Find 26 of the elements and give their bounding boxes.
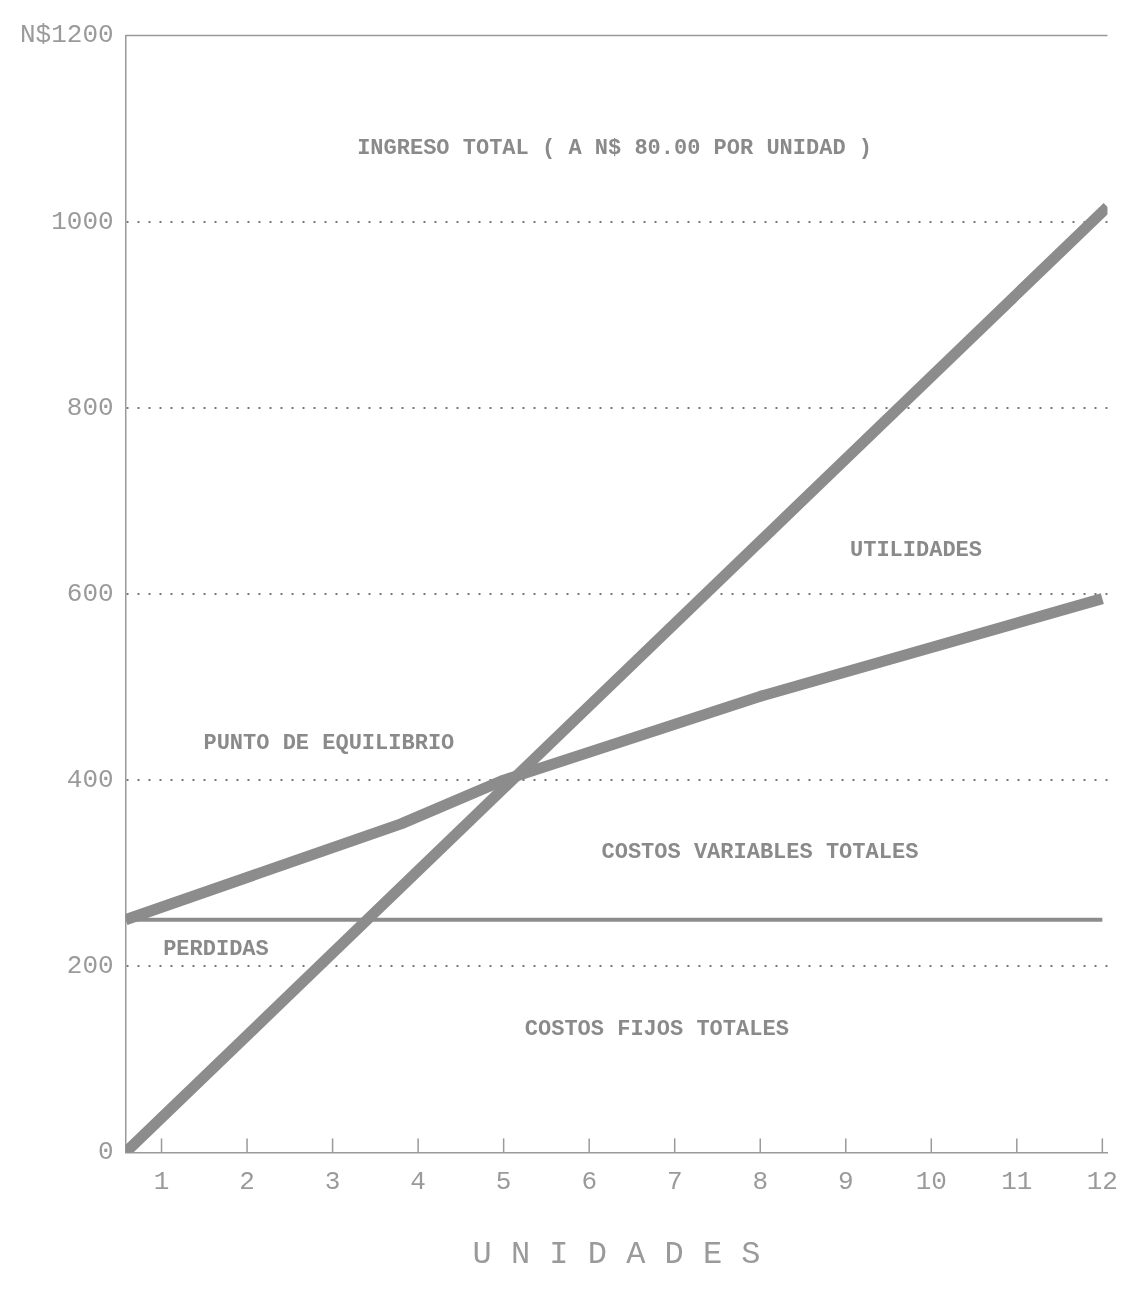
- y-tick-label: 200: [66, 951, 114, 982]
- annotation: PERDIDAS: [163, 936, 269, 962]
- annotation: COSTOS VARIABLES TOTALES: [601, 839, 919, 865]
- annotation: INGRESO TOTAL ( A N$ 80.00 POR UNIDAD ): [357, 135, 873, 161]
- y-tick-label: N$1200: [19, 20, 114, 51]
- x-tick-label: 11: [1001, 1166, 1033, 1197]
- x-tick-label: 2: [239, 1166, 255, 1197]
- x-tick-label: 1: [153, 1166, 170, 1197]
- x-tick-label: 5: [495, 1166, 512, 1197]
- annotation: COSTOS FIJOS TOTALES: [524, 1017, 789, 1043]
- x-tick-label: 6: [581, 1166, 597, 1197]
- x-tick-label: 8: [752, 1166, 769, 1197]
- y-tick-label: 400: [66, 765, 114, 796]
- y-tick-label: 0: [98, 1137, 114, 1168]
- x-axis-title: U N I D A D E S: [472, 1236, 761, 1274]
- annotation: UTILIDADES: [850, 537, 983, 563]
- x-tick-label: 12: [1086, 1166, 1118, 1197]
- x-tick-label: 9: [837, 1166, 854, 1197]
- x-tick-label: 3: [324, 1166, 341, 1197]
- annotation: PUNTO DE EQUILIBRIO: [203, 731, 455, 757]
- x-tick-label: 4: [410, 1166, 426, 1197]
- y-tick-label: 800: [66, 392, 114, 423]
- x-tick-label: 10: [915, 1166, 947, 1197]
- y-tick-label: 600: [66, 578, 114, 609]
- x-tick-label: 7: [666, 1166, 683, 1197]
- y-tick-label: 1000: [51, 206, 114, 237]
